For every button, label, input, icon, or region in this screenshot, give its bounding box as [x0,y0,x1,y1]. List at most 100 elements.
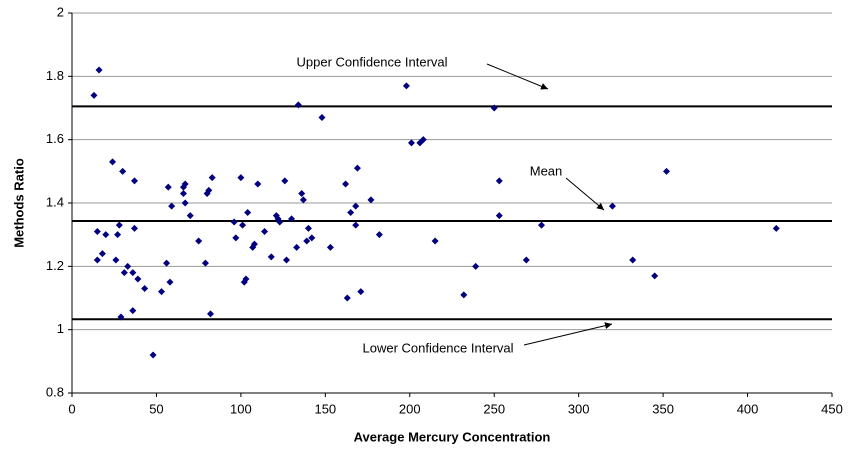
point [522,256,530,264]
point [629,256,637,264]
x-tick-label: 400 [737,401,759,416]
y-tick-label: 2 [57,4,64,19]
y-tick-label: 1.2 [46,258,64,273]
annotation: Upper Confidence Interval [296,54,447,69]
point [237,174,245,182]
point [244,209,252,216]
point [168,202,176,210]
point [495,177,503,185]
point [402,82,410,90]
point [239,221,247,229]
point [261,228,269,235]
point [119,167,127,175]
point [281,177,289,185]
point [342,180,350,188]
point [129,307,137,315]
point [299,196,307,204]
point [254,180,262,188]
point [163,259,171,267]
point [357,288,365,296]
point [250,240,258,248]
point [195,237,203,245]
point [538,221,546,229]
point [772,224,780,232]
x-tick-label: 100 [230,401,252,416]
point [495,212,503,220]
annotation: Mean [530,163,563,178]
point [124,262,132,270]
point [276,218,284,226]
point [347,209,355,216]
point [407,139,415,147]
y-tick-label: 1 [57,321,64,336]
point [490,104,498,112]
point [298,190,306,197]
point [282,256,290,264]
point [166,278,174,286]
point [90,91,98,99]
point [249,243,257,251]
point [608,202,616,210]
point [472,262,480,270]
point [460,291,468,299]
point [158,288,166,296]
point [112,256,120,264]
point [134,275,142,283]
point [102,231,110,239]
x-tick-label: 0 [68,401,75,416]
point [304,224,312,232]
point [206,310,214,318]
annotation-arrow [486,63,549,90]
point [230,218,238,226]
annotation-arrow [565,177,605,211]
annotation-arrow [523,322,613,346]
point [130,224,138,232]
point [419,136,427,144]
point [117,313,125,321]
point [352,221,360,229]
y-axis-title: Methods Ratio [11,158,26,248]
point [109,158,117,166]
point [232,234,240,242]
point [288,215,296,223]
point [294,101,302,109]
point [242,275,250,283]
x-tick-label: 450 [821,401,843,416]
point [114,231,122,239]
point [431,237,439,245]
point [98,250,106,258]
x-tick-label: 250 [483,401,505,416]
y-tick-label: 1.8 [46,68,64,83]
point [130,177,138,185]
x-tick-label: 300 [568,401,590,416]
point [308,234,316,242]
point [129,269,137,277]
point [662,167,670,175]
point [205,186,213,194]
point [208,174,216,182]
point [95,66,103,74]
annotation: Lower Confidence Interval [362,340,513,355]
point [651,272,659,280]
x-tick-label: 200 [399,401,421,416]
point [201,259,209,267]
point [181,199,189,207]
point [93,256,101,264]
x-axis-title: Average Mercury Concentration [354,429,551,444]
point [93,228,101,235]
y-tick-label: 1.4 [46,194,64,209]
point [179,190,187,197]
y-tick-label: 1.6 [46,131,64,146]
x-tick-label: 50 [149,401,163,416]
point [141,285,149,292]
point [326,243,334,251]
point [115,221,123,229]
point [343,294,351,302]
point [352,202,360,210]
x-tick-label: 150 [314,401,336,416]
point [181,180,189,188]
point [303,237,311,245]
point [164,183,172,191]
point [375,231,383,239]
